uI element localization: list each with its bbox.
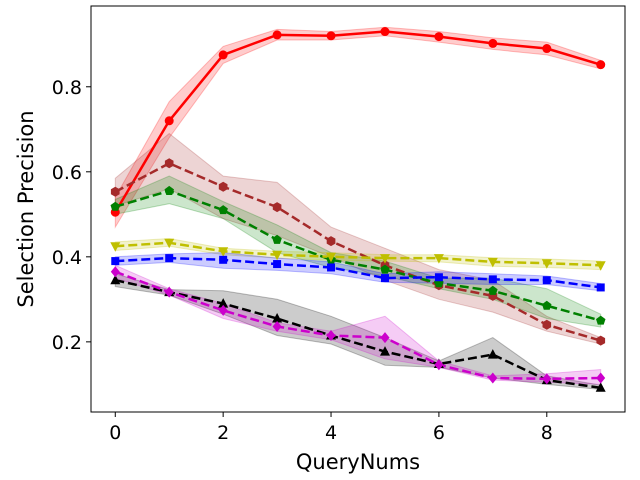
series-1-point xyxy=(272,202,282,213)
plot-frame xyxy=(90,5,626,413)
series-3-point xyxy=(487,257,498,268)
x-tick-label: 2 xyxy=(217,422,229,444)
series-4-line xyxy=(115,256,601,289)
series-markers xyxy=(110,27,606,392)
series-3-point xyxy=(164,238,175,249)
series-6-point xyxy=(434,359,444,371)
x-tick-label: 8 xyxy=(541,422,553,444)
y-axis-ticks: 0.2 0.4 0.6 0.8 xyxy=(52,77,91,354)
series-3-point xyxy=(326,252,336,263)
series-3-point xyxy=(433,254,444,264)
series-6-point xyxy=(110,266,120,278)
series-6-point xyxy=(164,286,174,298)
series-0-point xyxy=(164,116,174,126)
y-tick-label: 0.2 xyxy=(52,332,82,354)
series-5-point xyxy=(380,346,390,356)
series-3-line xyxy=(115,241,601,267)
series-5-point xyxy=(110,274,121,285)
x-axis-ticks: 0 2 4 6 8 xyxy=(109,412,553,444)
series-4-point xyxy=(111,257,120,266)
x-tick-label: 6 xyxy=(433,422,445,444)
series-0-point xyxy=(542,44,552,54)
series-2-point xyxy=(218,205,228,215)
series-2-point xyxy=(488,285,498,295)
series-6-line xyxy=(114,270,601,381)
series-6-point xyxy=(218,304,228,316)
series-2-point xyxy=(272,234,282,244)
series-3-point xyxy=(218,247,229,257)
series-0-point xyxy=(326,31,336,41)
series-1-point xyxy=(218,181,228,192)
series-4-point xyxy=(165,254,174,263)
series-6-point xyxy=(272,321,282,332)
series-3-point xyxy=(595,261,606,271)
series-3-point xyxy=(272,250,283,261)
x-tick-label: 0 xyxy=(109,422,121,444)
series-6-point xyxy=(326,330,336,341)
series-0-point xyxy=(272,30,282,40)
series-2-point xyxy=(110,201,120,211)
series-5-line xyxy=(115,278,601,390)
y-tick-label: 0.8 xyxy=(52,77,82,99)
y-tick-label: 0.6 xyxy=(52,162,82,184)
series-6-point xyxy=(488,372,498,384)
y-tick-label: 0.4 xyxy=(52,247,82,269)
series-1-point xyxy=(164,158,174,169)
series-2-point xyxy=(380,264,390,274)
series-3-point xyxy=(380,254,390,264)
confidence-bands xyxy=(114,26,602,391)
series-5-point xyxy=(595,382,606,392)
series-0-point xyxy=(380,27,390,37)
series-2-point xyxy=(164,185,174,195)
series-6-point xyxy=(380,332,390,344)
series-2-point xyxy=(542,300,552,310)
x-axis-label: QueryNums xyxy=(296,450,420,474)
series-0-point xyxy=(488,38,498,48)
series-1-line xyxy=(114,162,602,342)
series-0-point xyxy=(596,60,606,70)
series-5-point xyxy=(272,313,283,323)
series-3-point xyxy=(541,259,552,269)
series-2-point xyxy=(596,315,606,325)
series-4-point xyxy=(434,273,443,282)
series-4-point xyxy=(380,274,389,283)
series-4-point xyxy=(488,275,497,284)
series-0-point xyxy=(434,32,444,42)
series-4-point xyxy=(542,276,551,285)
series-lines xyxy=(114,30,602,390)
series-6-point xyxy=(596,372,606,384)
series-4-point xyxy=(596,283,605,292)
y-axis-label: Selection Precision xyxy=(14,110,38,307)
series-0-point xyxy=(218,50,228,60)
series-4-point xyxy=(273,260,282,269)
series-0-line xyxy=(114,30,602,213)
series-1-point xyxy=(326,236,336,247)
series-5-point xyxy=(218,298,229,308)
series-1-point xyxy=(542,319,552,330)
series-6-point xyxy=(542,373,552,385)
series-3-point xyxy=(110,242,121,252)
series-2-line xyxy=(114,189,602,322)
series-1-point xyxy=(110,186,120,197)
series-5-point xyxy=(487,349,498,359)
series-4-point xyxy=(219,255,228,264)
x-tick-label: 4 xyxy=(325,422,337,444)
series-1-point xyxy=(596,335,606,346)
series-4-point xyxy=(327,263,336,272)
